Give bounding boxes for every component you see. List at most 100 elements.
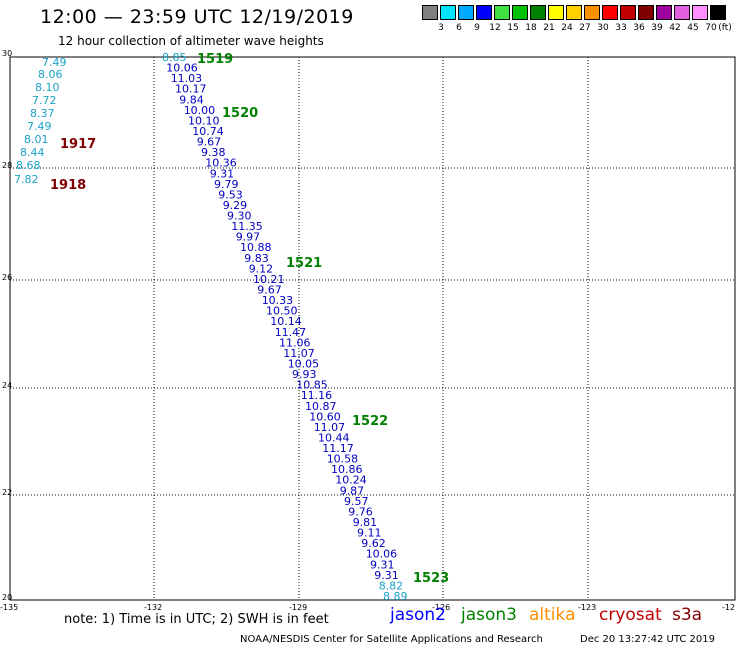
- wave-height-value: 10.06: [366, 548, 398, 561]
- wave-height-value: 9.79: [214, 178, 239, 191]
- latitude-tick-label: 30: [2, 49, 12, 58]
- legend-label: 9: [474, 23, 480, 33]
- wave-height-value: 8.82: [379, 579, 404, 592]
- footer-credit: NOAA/NESDIS Center for Satellite Applica…: [240, 634, 543, 645]
- track-pass-label: 1519: [197, 52, 233, 67]
- wave-height-value: 10.14: [270, 315, 302, 328]
- legend-unit: (ft): [718, 23, 732, 33]
- wave-height-value: 10.44: [318, 432, 350, 445]
- footer-note: note: 1) Time is in UTC; 2) SWH is in fe…: [64, 612, 329, 627]
- wave-height-value: 8.89: [383, 590, 408, 603]
- wave-height-value: 9.67: [257, 284, 282, 297]
- footer-timestamp: Dec 20 13:27:42 UTC 2019: [580, 634, 715, 645]
- track-pass-label: 1523: [413, 571, 449, 586]
- latitude-tick-label: 28: [2, 161, 12, 170]
- longitude-tick-label: -123: [578, 603, 596, 612]
- wave-height-value: 9.76: [348, 506, 373, 519]
- wave-height-value: 10.24: [335, 474, 367, 487]
- wave-height-value: 8.06: [38, 68, 63, 81]
- wave-height-value: 9.31: [374, 569, 399, 582]
- legend-swatch: [494, 5, 510, 20]
- wave-height-value: 9.29: [223, 199, 248, 212]
- wave-height-value: 8.44: [20, 146, 45, 159]
- wave-height-value: 8.10: [35, 81, 60, 94]
- wave-height-value: 10.17: [175, 83, 207, 96]
- wave-height-value: 10.74: [192, 125, 224, 138]
- latitude-tick-label: 26: [2, 273, 12, 282]
- legend-swatch: [440, 5, 456, 20]
- legend-label: 18: [525, 23, 537, 33]
- wave-height-value: 10.05: [288, 358, 320, 371]
- legend-swatch: [584, 5, 600, 20]
- wave-height-value: 8.37: [30, 107, 55, 120]
- wave-height-value: 9.97: [236, 231, 261, 244]
- latitude-tick-label: 22: [2, 488, 12, 497]
- legend-swatch: [620, 5, 636, 20]
- wave-height-value: 9.31: [210, 167, 235, 180]
- legend-swatch: [656, 5, 672, 20]
- legend-label: 42: [669, 23, 681, 33]
- wave-height-value: 10.06: [166, 62, 198, 75]
- wave-height-value: 9.81: [353, 516, 378, 529]
- longitude-tick-label: -132: [144, 603, 162, 612]
- wave-height-value: 10.85: [296, 379, 328, 392]
- track-pass-label: 1522: [352, 414, 388, 429]
- longitude-tick-label: -129: [289, 603, 307, 612]
- wave-height-value: 9.12: [249, 262, 274, 275]
- legend-swatch: [512, 5, 528, 20]
- wave-height-value: 10.58: [327, 453, 359, 466]
- map-frame: [9, 56, 736, 601]
- longitude-tick-label: -12: [722, 603, 735, 612]
- satellite-name-cryosat: cryosat: [599, 605, 662, 625]
- track-pass-label: 1521: [286, 256, 322, 271]
- wave-height-value: 11.16: [301, 389, 333, 402]
- legend-label: 6: [456, 23, 462, 33]
- wave-height-value: 10.36: [205, 157, 237, 170]
- wave-height-value: 10.00: [184, 104, 216, 117]
- wave-height-value: 10.88: [240, 241, 272, 254]
- wave-height-value: 10.86: [331, 463, 363, 476]
- legend-label: 36: [633, 23, 645, 33]
- satellite-name-altika: altika: [529, 605, 576, 625]
- legend-swatch: [566, 5, 582, 20]
- legend-swatch: [530, 5, 546, 20]
- track-pass-label: 1917: [60, 137, 96, 152]
- wave-height-value: 11.35: [231, 220, 262, 233]
- wave-height-value: 7.72: [32, 94, 57, 107]
- legend-swatch: [674, 5, 690, 20]
- wave-height-value: 10.60: [309, 410, 341, 423]
- wave-height-value: 10.33: [262, 294, 294, 307]
- legend-label: 30: [597, 23, 609, 33]
- wave-height-value: 9.93: [292, 368, 317, 381]
- wave-height-value: 7.49: [27, 120, 52, 133]
- track-pass-label: 1918: [50, 178, 86, 193]
- legend-label: 27: [579, 23, 591, 33]
- latitude-tick-label: 24: [2, 381, 12, 390]
- wave-height-value: 10.87: [305, 400, 337, 413]
- legend-swatch: [602, 5, 618, 20]
- wave-height-value: 9.53: [218, 188, 243, 201]
- satellite-name-s3a: s3a: [672, 605, 703, 625]
- legend-swatch: [422, 5, 438, 20]
- wave-height-value: 9.30: [227, 210, 252, 223]
- wave-height-value: 11.17: [322, 442, 354, 455]
- legend-swatch: [476, 5, 492, 20]
- wave-height-value: 9.62: [361, 537, 386, 550]
- legend-label: 45: [687, 23, 699, 33]
- legend-swatch: [692, 5, 708, 20]
- page-title: 12:00 — 23:59 UTC 12/19/2019: [40, 6, 354, 28]
- wave-height-value: 11.06: [279, 336, 311, 349]
- wave-height-value: 9.38: [201, 146, 226, 159]
- wave-height-value: 9.31: [370, 558, 395, 571]
- wave-height-value: 8.68: [16, 159, 41, 172]
- wave-height-value: 9.87: [340, 484, 365, 497]
- wave-height-value: 9.57: [344, 495, 369, 508]
- longitude-tick-label: -135: [0, 603, 18, 612]
- legend-swatch: [458, 5, 474, 20]
- wave-height-value: 9.11: [357, 527, 382, 540]
- wave-height-value: 11.03: [171, 72, 203, 85]
- wave-height-value: 11.07: [283, 347, 315, 360]
- legend-label: 39: [651, 23, 663, 33]
